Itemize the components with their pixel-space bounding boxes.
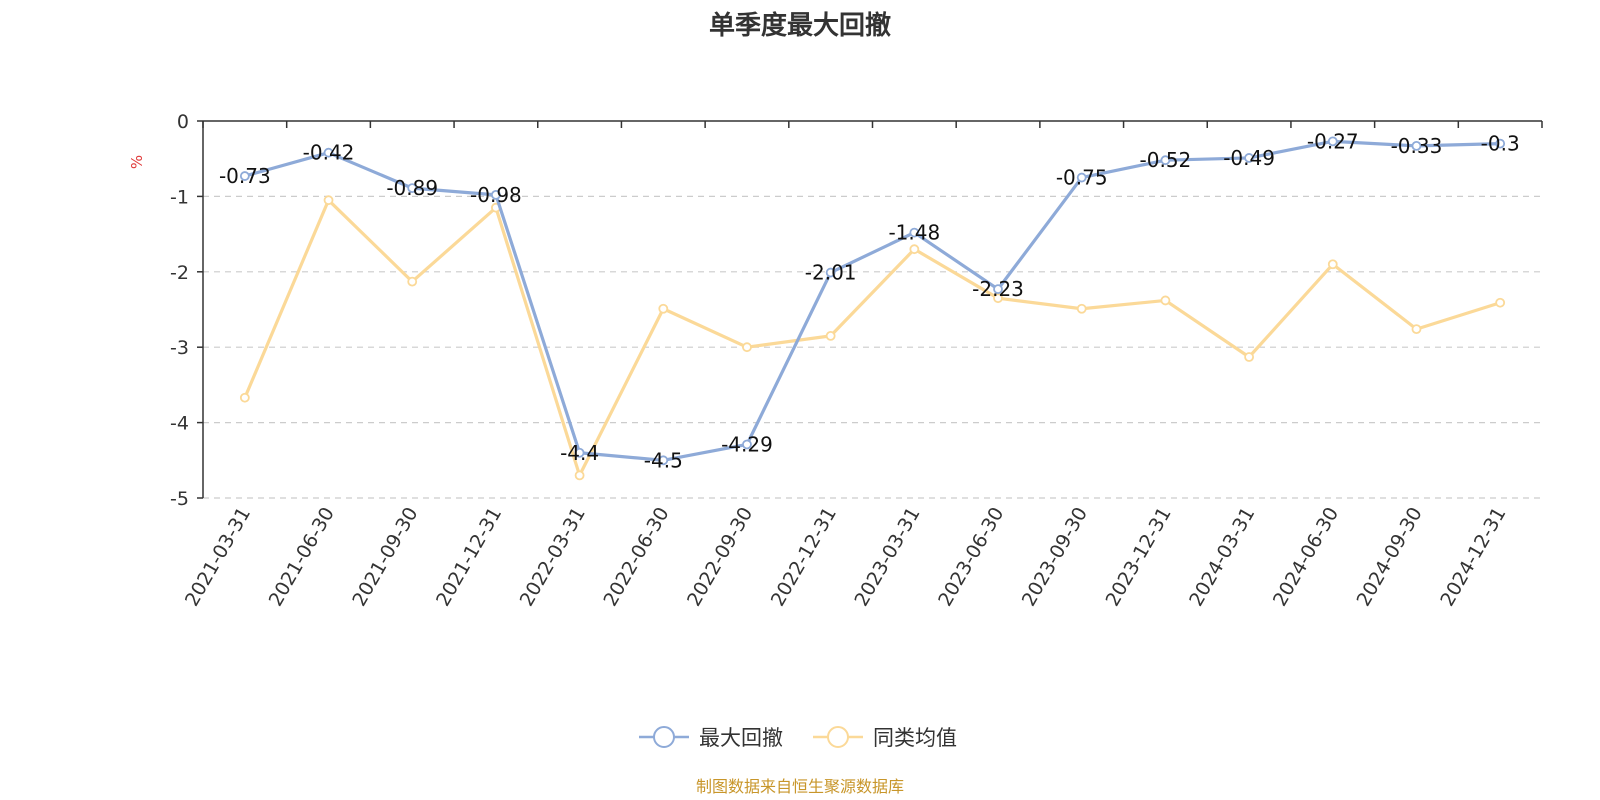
data-label: -2.01 (805, 261, 857, 285)
x-tick-label: 2022-06-30 (599, 504, 673, 611)
series-point (574, 470, 585, 481)
x-tick-label: 2023-12-31 (1101, 504, 1175, 611)
x-tick-label: 2023-03-31 (850, 504, 924, 611)
y-tick-label: -5 (170, 488, 189, 510)
series-point (407, 183, 418, 194)
series-point (742, 342, 752, 353)
legend: 最大回撤 同类均值 (639, 726, 957, 750)
x-tick-label: 2021-09-30 (348, 504, 422, 611)
series-point (993, 293, 1003, 304)
series-point (323, 147, 334, 158)
y-tick-label: -2 (170, 262, 189, 284)
series-point (1495, 138, 1506, 149)
series-point (407, 276, 418, 287)
legend-label: 同类均值 (873, 726, 957, 750)
data-label: -2.23 (972, 277, 1024, 301)
data-labels: -0.73 -0.42 -0.89 -0.98 -4.4 -4.5 -4.29 -2.01 -1… (219, 129, 1520, 472)
x-tick-label: 2024-12-31 (1436, 504, 1510, 611)
series-point (1244, 153, 1254, 163)
x-tick-label: 2022-12-31 (767, 504, 841, 611)
data-label: -1.48 (888, 221, 940, 245)
y-axis-unit: % (128, 155, 146, 169)
x-tick-label: 2024-09-30 (1353, 504, 1427, 611)
legend-marker (653, 726, 675, 748)
series-point (323, 195, 334, 206)
data-label: -0.42 (303, 141, 355, 165)
x-tick-label: 2023-06-30 (934, 504, 1008, 611)
x-tick-label: 2024-06-30 (1269, 504, 1343, 611)
data-label: -0.98 (470, 183, 522, 207)
x-tick-label: 2023-09-30 (1018, 504, 1092, 611)
grid-lines (203, 195, 1542, 499)
y-tick-label: -4 (170, 413, 189, 435)
chart-title: 单季度最大回撤 (709, 10, 891, 41)
series-point (239, 171, 250, 181)
series-point (1076, 172, 1087, 183)
series-point (825, 330, 836, 341)
series-point (1327, 259, 1338, 270)
x-tick-label: 2024-03-31 (1185, 504, 1259, 611)
series-point (1495, 297, 1506, 308)
x-tick-label: 2021-12-31 (432, 504, 506, 611)
data-label: -0.33 (1391, 134, 1443, 158)
data-label: -0.75 (1056, 166, 1108, 190)
series-point (993, 284, 1003, 295)
series-point (1411, 140, 1422, 151)
series-point (658, 455, 669, 466)
data-label: -0.89 (386, 176, 438, 200)
series-point (1327, 136, 1338, 147)
legend-label: 最大回撤 (699, 726, 783, 750)
data-label: -0.27 (1307, 129, 1359, 153)
series-line (243, 198, 1501, 477)
data-label: -0.73 (219, 164, 271, 188)
data-label: -0.3 (1481, 132, 1520, 156)
x-tick-label: 2021-06-30 (265, 504, 339, 611)
x-tick-label: 2021-03-31 (181, 504, 255, 611)
x-tick-label: 2022-03-31 (516, 504, 590, 611)
series-point (239, 392, 250, 403)
data-label: -4.5 (644, 448, 683, 472)
series-point (1076, 303, 1087, 314)
data-label: -4.4 (560, 441, 599, 465)
series-point (1160, 155, 1171, 166)
series-point (1244, 352, 1254, 362)
legend-marker (827, 726, 849, 748)
series-point (825, 267, 836, 278)
data-label: -0.52 (1140, 148, 1192, 172)
series-point (742, 439, 752, 450)
data-label: -4.29 (721, 432, 773, 456)
x-tick-label: 2022-09-30 (683, 504, 757, 611)
series-point (574, 447, 585, 458)
data-source-note: 制图数据来自恒生聚源数据库 (696, 777, 904, 796)
y-tick-label: -3 (170, 337, 189, 359)
series-point (1160, 295, 1171, 306)
series-point (1411, 324, 1422, 335)
y-tick-label: 0 (177, 111, 189, 133)
series-point (658, 303, 669, 314)
y-tick-label: -1 (170, 186, 189, 208)
data-label: -0.49 (1223, 146, 1275, 170)
series-point (909, 227, 920, 238)
series-line (244, 139, 1501, 462)
series-group (239, 136, 1506, 481)
series-point (491, 189, 501, 200)
series-point (909, 244, 920, 255)
